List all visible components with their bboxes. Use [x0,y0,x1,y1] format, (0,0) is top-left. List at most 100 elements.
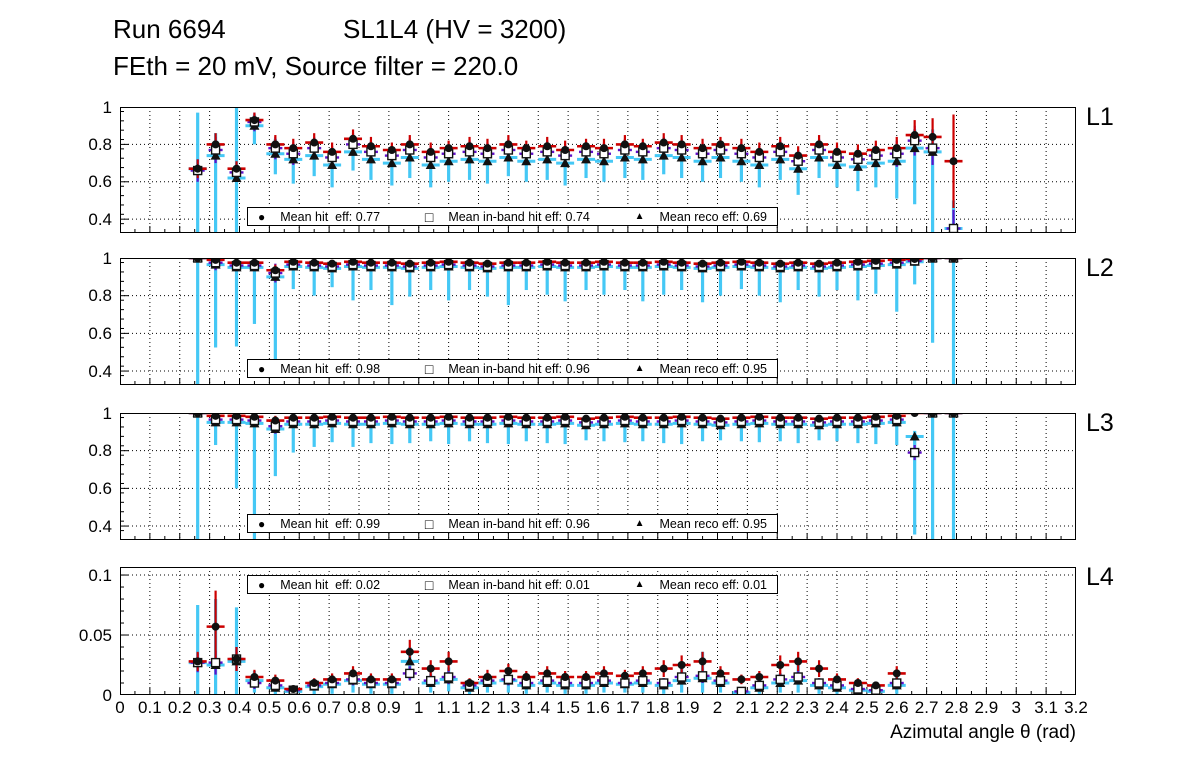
legend-box-l1: ● Mean hit eff: 0.77 □ Mean in-band hit ef… [247,207,778,226]
page-title: Run 6694 [113,14,226,44]
x-tick-label: 1.2 [466,698,491,717]
subtitle: FEth = 20 mV, Source filter = 220.0 [113,51,519,81]
y-tick-label: 0.4 [88,516,112,536]
y-tick-label: 1 [102,97,112,117]
legend-label: Mean hit eff: 0.98 [280,361,381,376]
x-tick-label: 0.2 [167,698,192,717]
open-square-icon: □ [424,576,434,593]
legend-label: Mean in-band hit eff: 0.96 [448,361,590,376]
x-tick-label: 0.1 [138,698,162,717]
x-tick-label: 1.4 [526,698,551,717]
x-tick-label: 3.1 [1034,698,1058,717]
x-axis-title: Azimutal angle θ (rad) [890,722,1076,743]
panel-plot-l3 [120,413,1076,540]
x-tick-label: 2.8 [944,698,969,717]
legend-entry-reco: ▲ Mean reco eff: 0.95 [635,517,767,531]
x-tick-label: 1.3 [496,698,521,717]
filled-circle-icon: ● [258,577,266,592]
x-tick-label: 1.6 [586,698,610,717]
legend-entry-inband: □ Mean in-band hit eff: 0.01 [425,578,590,592]
x-tick-label: 2 [712,698,723,717]
x-tick-label: 0.4 [227,698,252,717]
y-tick-label: 0.8 [88,134,112,154]
x-tick-label: 0 [115,698,125,717]
config-title: SL1L4 (HV = 3200) [343,14,567,44]
filled-triangle-icon: ▲ [634,362,645,374]
legend-box-l2: ● Mean hit eff: 0.98 □ Mean in-band hit ef… [247,359,778,378]
panel-label-l3: L3 [1086,409,1114,437]
x-tick-label: 2.3 [795,698,819,717]
x-tick-label: 1 [414,698,424,717]
legend-entry-inband: □ Mean in-band hit eff: 0.96 [425,517,590,531]
x-tick-label: 0.5 [257,698,282,717]
x-tick-label: 0.7 [317,698,341,717]
filled-circle-icon: ● [258,361,266,376]
y-tick-label: 0.6 [88,172,112,192]
y-tick-label: 0.6 [88,478,112,498]
x-tick-label: 2.1 [735,698,760,717]
legend-entry-reco: ▲ Mean reco eff: 0.69 [635,210,767,224]
legend-entry-hit: ● Mean hit eff: 0.02 [258,578,380,592]
legend-label: Mean hit eff: 0.99 [280,516,381,531]
x-tick-label: 0.3 [197,698,222,717]
y-tick-label: 0.8 [88,286,112,306]
x-tick-label: 2.6 [884,698,909,717]
x-tick-label: 2.4 [825,698,849,717]
x-tick-label: 0.8 [347,698,371,717]
y-tick-label: 1 [102,248,112,268]
filled-circle-icon: ● [258,516,266,531]
legend-label: Mean in-band hit eff: 0.74 [448,209,590,224]
panel-plot-l4 [120,567,1076,695]
legend-entry-hit: ● Mean hit eff: 0.77 [258,210,380,224]
x-tick-label: 2.7 [914,698,939,717]
filled-triangle-icon: ▲ [634,517,645,529]
x-tick-label: 2.9 [974,698,999,717]
x-tick-label: 2.5 [855,698,879,717]
panel-label-l2: L2 [1086,254,1114,282]
legend-label: Mean reco eff: 0.69 [659,209,767,224]
legend-box-l4: ● Mean hit eff: 0.02 □ Mean in-band hit ef… [247,575,778,594]
legend-label: Mean hit eff: 0.77 [280,209,381,224]
open-square-icon: □ [424,360,434,377]
x-tick-label: 0.6 [287,698,312,717]
y-tick-label: 0 [102,685,112,705]
panel-label-l1: L1 [1086,103,1114,131]
legend-entry-hit: ● Mean hit eff: 0.98 [258,362,380,376]
open-square-icon: □ [424,208,434,225]
legend-entry-inband: □ Mean in-band hit eff: 0.74 [425,210,590,224]
legend-label: Mean in-band hit eff: 0.96 [448,516,590,531]
y-tick-label: 0.05 [78,625,112,645]
open-square-icon: □ [424,515,434,532]
y-tick-label: 0.4 [88,361,112,381]
filled-circle-icon: ● [258,209,266,224]
x-tick-label: 3.2 [1064,698,1088,717]
x-tick-label: 1.7 [616,698,640,717]
x-tick-label: 3 [1011,698,1021,717]
legend-label: Mean hit eff: 0.02 [280,577,381,592]
legend-entry-reco: ▲ Mean reco eff: 0.95 [635,362,767,376]
y-tick-label: 0.8 [88,441,112,461]
x-tick-label: 1.5 [556,698,580,717]
legend-box-l3: ● Mean hit eff: 0.99 □ Mean in-band hit ef… [247,514,778,533]
x-tick-label: 2.2 [765,698,790,717]
panel-plot-l2 [120,258,1076,385]
filled-triangle-icon: ▲ [634,210,645,222]
legend-entry-reco: ▲ Mean reco eff: 0.01 [635,578,767,592]
y-tick-label: 0.4 [88,209,112,229]
legend-entry-hit: ● Mean hit eff: 0.99 [258,517,380,531]
y-tick-label: 0.6 [88,323,112,343]
legend-entry-inband: □ Mean in-band hit eff: 0.96 [425,362,590,376]
x-tick-label: 1.9 [675,698,700,717]
legend-label: Mean in-band hit eff: 0.01 [448,577,590,592]
filled-triangle-icon: ▲ [634,578,645,590]
y-tick-label: 1 [102,403,112,423]
x-tick-label: 0.9 [377,698,401,717]
legend-label: Mean reco eff: 0.95 [659,361,767,376]
x-tick-label: 1.1 [436,698,461,717]
x-tick-label: 1.8 [645,698,670,717]
panel-label-l4: L4 [1086,563,1114,591]
y-tick-label: 0.1 [88,565,112,585]
legend-label: Mean reco eff: 0.01 [659,577,767,592]
legend-label: Mean reco eff: 0.95 [659,516,767,531]
